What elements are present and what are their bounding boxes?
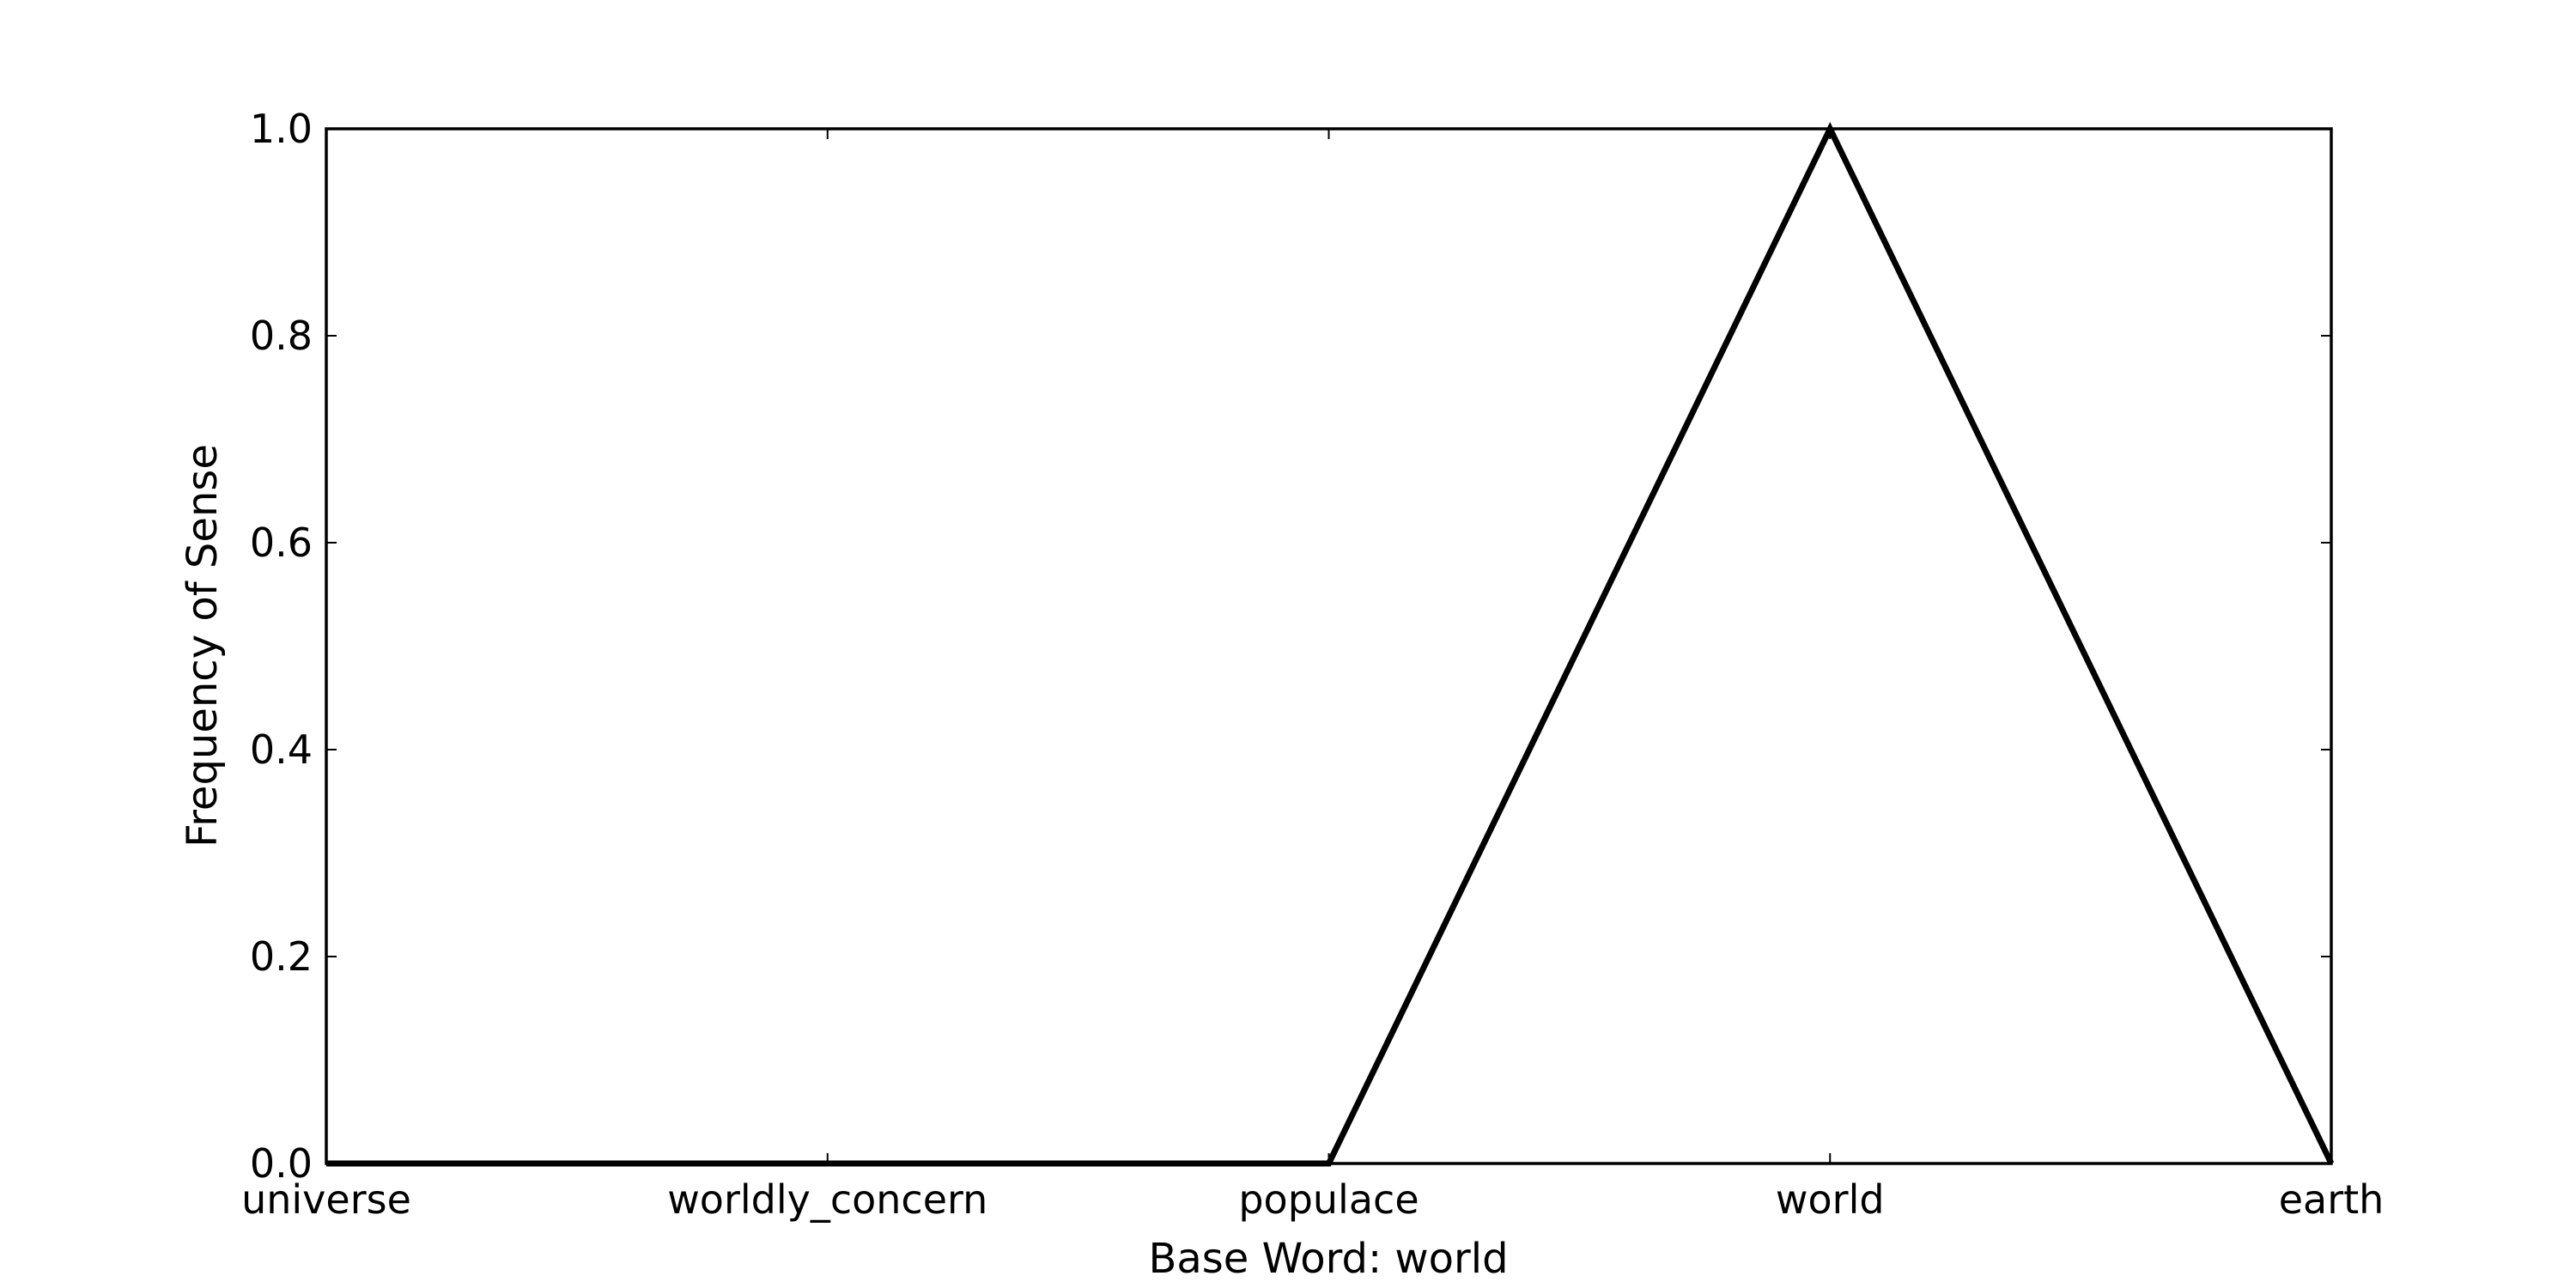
y-tick-label: 0.2	[250, 933, 313, 980]
y-tick-label: 0.0	[250, 1140, 313, 1187]
y-axis-ticks: 0.0 0.2 0.4 0.6 0.8 1.0	[250, 106, 2331, 1187]
plot-background	[326, 129, 2331, 1163]
x-tick-label: populace	[1238, 1176, 1419, 1223]
y-tick-label: 0.6	[250, 519, 313, 566]
x-tick-label: worldly_concern	[667, 1176, 987, 1223]
y-tick-label: 0.8	[250, 313, 313, 359]
y-tick-label: 0.4	[250, 726, 313, 773]
y-tick-label: 1.0	[250, 106, 313, 152]
y-axis-label: Frequency of Sense	[179, 444, 227, 848]
x-axis-ticks: universe worldly_concern populace world eart…	[241, 129, 2384, 1223]
x-tick-label: earth	[2279, 1176, 2385, 1223]
x-tick-label: world	[1776, 1176, 1885, 1223]
x-axis-label: Base Word: world	[1148, 1235, 1508, 1283]
plot-frame	[325, 127, 2333, 1165]
x-tick-label: universe	[241, 1176, 411, 1223]
